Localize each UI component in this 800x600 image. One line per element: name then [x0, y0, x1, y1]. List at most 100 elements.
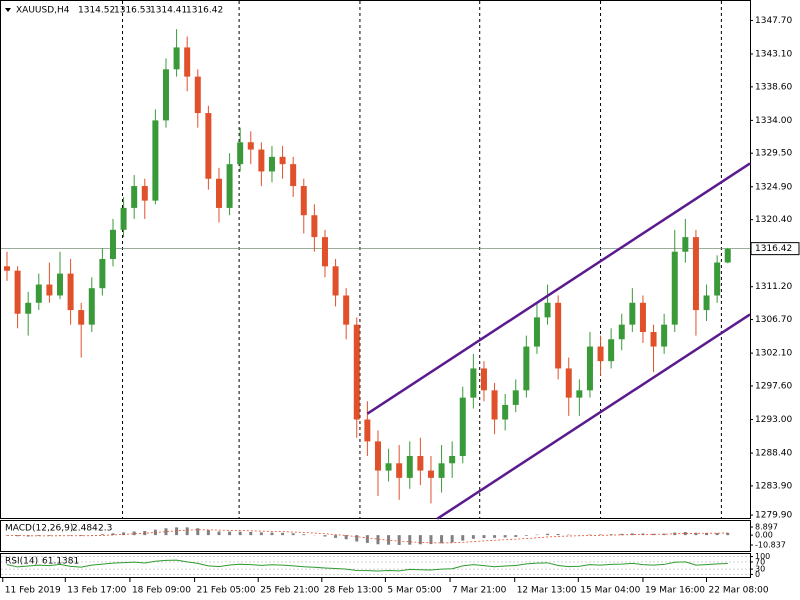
y-tick-label: 1324.90: [755, 182, 792, 192]
x-tick-label: 18 Feb 09:00: [132, 586, 191, 596]
header-open: 1314.52: [78, 6, 115, 16]
x-tick-label: 12 Mar 13:00: [517, 586, 577, 596]
channel-line: [366, 162, 751, 415]
candle-body: [3, 266, 10, 271]
x-tick-label: 11 Feb 2019: [5, 586, 61, 596]
candle-body: [459, 397, 466, 456]
last-price-box: [750, 242, 800, 256]
header-close: 1316.42: [186, 6, 223, 16]
candle-body: [396, 463, 403, 478]
y-tick-label: 0.00: [755, 531, 773, 540]
y-tick-label: 1283.90: [755, 481, 792, 491]
candle-body: [512, 390, 519, 405]
candle-body: [46, 284, 53, 296]
candle-body: [491, 390, 498, 420]
candle-body: [565, 368, 572, 398]
candle-body: [120, 207, 127, 230]
macd-title: MACD(12,26,9): [5, 524, 73, 534]
candle-body: [194, 76, 201, 114]
candle-body: [290, 164, 297, 187]
candle-body: [480, 368, 487, 391]
last-price-label: 1316.42: [755, 244, 792, 254]
candle-body: [88, 288, 95, 325]
header-high: 1316.53: [114, 6, 151, 16]
y-tick-label: 70: [755, 557, 765, 566]
candle-body: [544, 302, 551, 318]
y-tick-label: -10.837: [755, 541, 786, 550]
candle-body: [438, 463, 445, 478]
candle-body: [586, 346, 593, 391]
y-tick-label: 1297.60: [755, 381, 792, 391]
menu-triangle[interactable]: [5, 8, 11, 12]
x-tick-label: 15 Mar 04:00: [580, 586, 640, 596]
rsi-line: [6, 559, 728, 572]
candle-body: [152, 120, 159, 201]
candle-body: [311, 215, 318, 238]
candle-body: [162, 69, 169, 121]
y-tick-label: 1293.00: [755, 415, 792, 425]
candle-body: [661, 324, 668, 347]
y-tick-label: 8.897: [755, 523, 778, 532]
candle-body: [14, 270, 21, 314]
y-tick-label: 1302.10: [755, 349, 792, 359]
x-tick-label: 19 Mar 16:00: [645, 586, 705, 596]
candle-body: [279, 156, 286, 165]
candle-body: [639, 302, 646, 332]
candle-body: [205, 113, 212, 179]
rsi-frame: [0, 553, 751, 578]
candle-body: [523, 346, 530, 391]
rsi-title: RSI(14): [5, 557, 38, 567]
x-tick-label: 13 Feb 17:00: [67, 586, 126, 596]
y-tick-label: 1343.10: [755, 49, 792, 59]
candle-body: [374, 441, 381, 471]
x-tick-label: 25 Feb 21:00: [260, 586, 319, 596]
candle-body: [109, 229, 116, 259]
candle-body: [555, 302, 562, 369]
candle-body: [131, 186, 138, 208]
y-tick-label: 1347.70: [755, 16, 792, 26]
y-tick-label: 1329.50: [755, 149, 792, 159]
candle-body: [502, 404, 509, 420]
candle-body: [650, 331, 657, 347]
x-tick-label: 21 Feb 05:00: [197, 586, 256, 596]
main-frame: [0, 0, 751, 519]
candle-body: [470, 368, 477, 398]
candle-body: [692, 237, 699, 311]
candle-body: [25, 302, 32, 314]
y-tick-label: 1279.90: [755, 511, 792, 521]
candle-body: [173, 47, 180, 70]
y-tick-label: 1288.40: [755, 449, 792, 459]
candle-body: [533, 317, 540, 347]
candle-body: [417, 455, 424, 471]
candle-body: [671, 251, 678, 325]
y-tick-label: 1338.60: [755, 82, 792, 92]
candle-body: [56, 273, 63, 296]
y-tick-label: 1311.20: [755, 282, 792, 292]
candle-body: [258, 149, 265, 172]
candle-body: [321, 237, 328, 267]
candle-body: [184, 47, 191, 77]
x-tick-label: 5 Mar 05:00: [387, 586, 442, 596]
candle-body: [226, 164, 233, 208]
candle-body: [67, 273, 74, 311]
candle-body: [99, 259, 106, 289]
x-tick-label: 22 Mar 08:00: [709, 586, 769, 596]
candle-body: [215, 178, 222, 208]
candle-body: [682, 237, 689, 252]
candle-body: [343, 295, 350, 325]
channel-line: [436, 313, 751, 520]
candle-body: [576, 390, 583, 398]
y-tick-label: 30: [755, 565, 765, 574]
header-low: 1314.41: [150, 6, 187, 16]
y-tick-label: 0: [755, 570, 760, 579]
candle-body: [703, 295, 710, 311]
candle-body: [406, 455, 413, 478]
candle-body: [35, 284, 42, 303]
candle-body: [724, 248, 731, 263]
y-tick-label: 1334.00: [755, 116, 792, 126]
y-tick-label: 100: [755, 552, 770, 561]
macd-frame: [0, 520, 751, 552]
macd-signal: [6, 529, 728, 544]
